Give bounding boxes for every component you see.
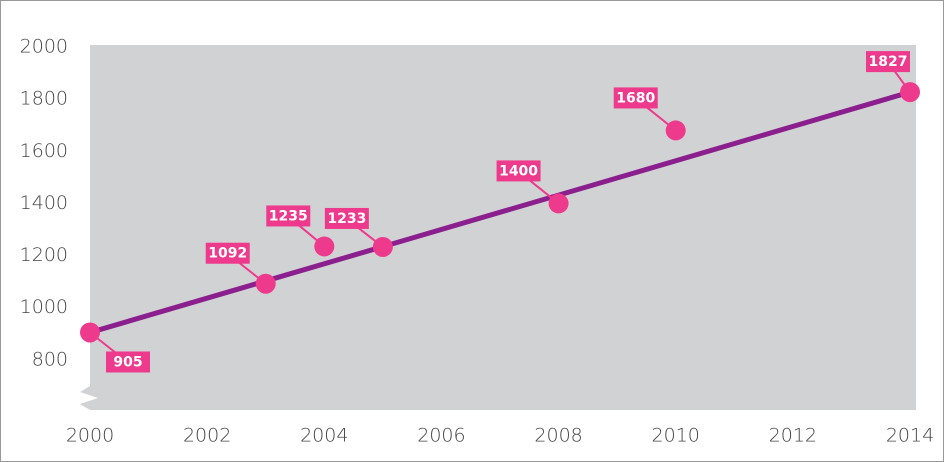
value-label: 905 — [113, 354, 142, 370]
value-label: 1827 — [869, 54, 908, 70]
x-tick-label: 2012 — [769, 425, 817, 447]
y-tick-label: 1200 — [20, 244, 68, 266]
value-label: 1400 — [499, 163, 538, 179]
x-tick-label: 2008 — [534, 425, 582, 447]
plot-area — [80, 45, 916, 410]
x-tick-label: 2002 — [183, 425, 231, 447]
label-box — [324, 207, 369, 229]
y-tick-label: 1000 — [20, 296, 68, 318]
point — [372, 236, 393, 257]
value-label: 1235 — [269, 208, 308, 224]
point — [548, 193, 569, 214]
trend-line — [89, 89, 911, 335]
label-box — [496, 160, 541, 182]
value-label: 1233 — [327, 211, 366, 227]
x-tick-label: 2010 — [652, 425, 700, 447]
point — [314, 236, 335, 257]
point — [900, 82, 920, 103]
x-tick-label: 2000 — [66, 425, 114, 447]
x-tick-label: 2006 — [417, 425, 465, 447]
point — [255, 273, 276, 294]
label-box — [266, 205, 311, 227]
value-label: 1680 — [616, 90, 655, 106]
value-label: 1092 — [208, 246, 247, 262]
x-tick-label: 2004 — [300, 425, 348, 447]
y-tick-label: 1600 — [20, 140, 68, 162]
label-box — [106, 351, 150, 373]
y-tick-label: 800 — [32, 348, 68, 370]
point — [80, 322, 100, 343]
x-tick-label: 2014 — [886, 425, 934, 447]
y-tick-label: 1400 — [20, 192, 68, 214]
y-tick-label: 2000 — [20, 36, 68, 58]
point — [665, 120, 686, 141]
label-box — [613, 87, 658, 109]
label-box — [205, 242, 250, 264]
y-tick-label: 1800 — [20, 88, 68, 110]
label-box — [866, 51, 910, 73]
